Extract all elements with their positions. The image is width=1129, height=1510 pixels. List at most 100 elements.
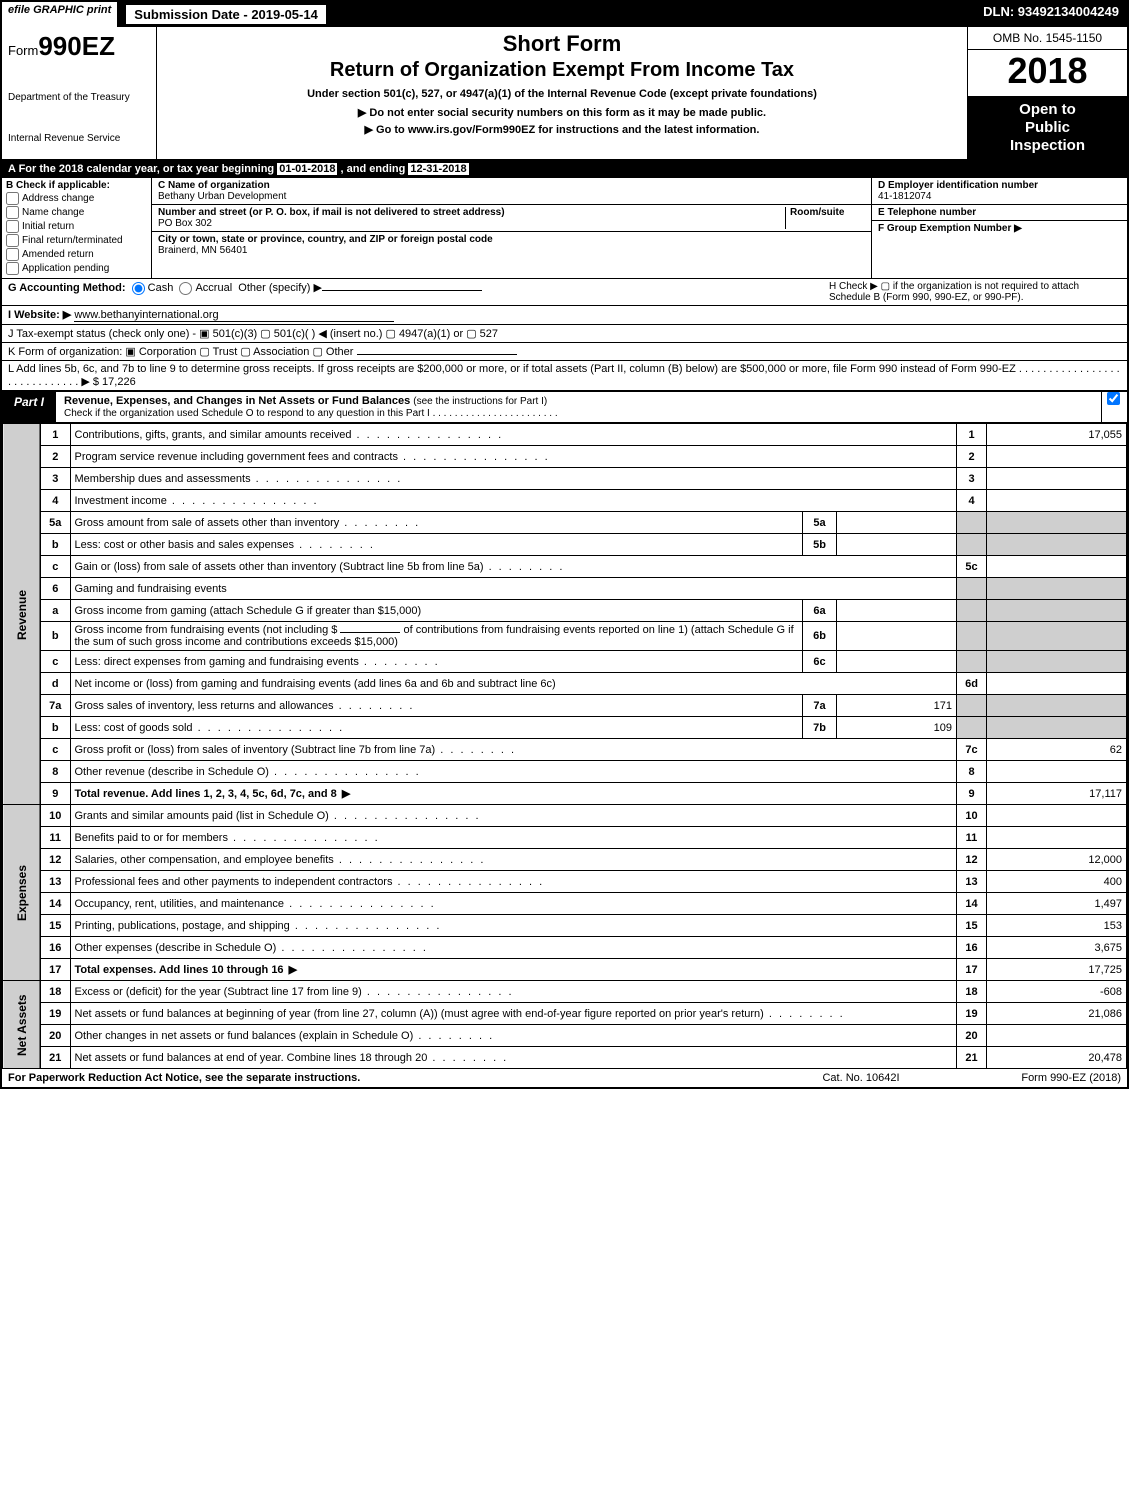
l11-desc: Benefits paid to or for members [70, 827, 957, 849]
chk-name-change[interactable]: Name change [6, 206, 147, 219]
l-text: L Add lines 5b, 6c, and 7b to line 9 to … [8, 363, 1120, 388]
k-other-blank[interactable] [357, 354, 517, 355]
l17-desc: Total expenses. Add lines 10 through 16 [70, 959, 957, 981]
col-b-checkboxes: B Check if applicable: Address change Na… [2, 178, 152, 278]
part-i-paren: (see the instructions for Part I) [413, 396, 547, 407]
l3-num: 3 [40, 468, 70, 490]
l19-val: 21,086 [987, 1003, 1127, 1025]
l11-val [987, 827, 1127, 849]
tax-year-end: 12-31-2018 [408, 163, 468, 175]
l6d-rnum: 6d [957, 673, 987, 695]
org-city: Brainerd, MN 56401 [158, 245, 865, 256]
l4-num: 4 [40, 490, 70, 512]
l6b-blank[interactable] [340, 632, 400, 633]
col-c-org-info: C Name of organization Bethany Urban Dev… [152, 178, 872, 278]
goto-link[interactable]: ▶ Go to www.irs.gov/Form990EZ for instru… [165, 123, 959, 136]
c-name-label: C Name of organization [158, 180, 865, 191]
l12-desc: Salaries, other compensation, and employ… [70, 849, 957, 871]
l11-rnum: 11 [957, 827, 987, 849]
chk-amended-return-label: Amended return [22, 249, 94, 260]
l6-desc: Gaming and fundraising events [70, 578, 957, 600]
l19-rnum: 19 [957, 1003, 987, 1025]
l13-val: 400 [987, 871, 1127, 893]
b-header: B Check if applicable: [6, 180, 147, 191]
l1-val: 17,055 [987, 424, 1127, 446]
row-i-website: I Website: ▶ www.bethanyinternational.or… [2, 306, 1127, 325]
sidelabel-expenses: Expenses [3, 805, 41, 981]
cell-e-phone: E Telephone number [872, 205, 1127, 221]
l13-num: 13 [40, 871, 70, 893]
chk-amended-return[interactable]: Amended return [6, 248, 147, 261]
l7b-num: b [40, 717, 70, 739]
top-bar: efile GRAPHIC print Submission Date - 20… [2, 2, 1127, 27]
l15-num: 15 [40, 915, 70, 937]
l5b-subval [837, 534, 957, 556]
org-name: Bethany Urban Development [158, 191, 865, 202]
cell-d-ein: D Employer identification number 41-1812… [872, 178, 1127, 205]
chk-final-return[interactable]: Final return/terminated [6, 234, 147, 247]
l6-rshade [957, 578, 987, 600]
chk-application-pending-label: Application pending [22, 263, 109, 274]
row-l-gross-receipts: L Add lines 5b, 6c, and 7b to line 9 to … [2, 361, 1127, 391]
l11-num: 11 [40, 827, 70, 849]
city-label: City or town, state or province, country… [158, 234, 865, 245]
header-left: Form990EZ Department of the Treasury Int… [2, 27, 157, 159]
radio-accrual[interactable] [179, 282, 192, 295]
l8-desc: Other revenue (describe in Schedule O) [70, 761, 957, 783]
g-other-blank[interactable] [322, 290, 482, 291]
l5b-num: b [40, 534, 70, 556]
l7b-subval: 109 [837, 717, 957, 739]
chk-initial-return[interactable]: Initial return [6, 220, 147, 233]
l10-num: 10 [40, 805, 70, 827]
g-label: G Accounting Method: [8, 282, 126, 294]
l6a-subval [837, 600, 957, 622]
l5b-rshade [957, 534, 987, 556]
l6b-rshade [957, 622, 987, 651]
open-line-2: Public [970, 119, 1125, 137]
row-k-form-org: K Form of organization: ▣ Corporation ▢ … [2, 343, 1127, 361]
l12-num: 12 [40, 849, 70, 871]
row-a-pre: A For the 2018 calendar year, or tax yea… [8, 163, 277, 175]
cell-city: City or town, state or province, country… [152, 232, 871, 258]
l6d-desc: Net income or (loss) from gaming and fun… [70, 673, 957, 695]
website-value[interactable]: www.bethanyinternational.org [74, 309, 394, 322]
e-label: E Telephone number [878, 207, 1121, 218]
k-text: K Form of organization: ▣ Corporation ▢ … [8, 346, 353, 358]
part-i-title: Revenue, Expenses, and Changes in Net As… [64, 395, 410, 407]
h-schedule-b: H Check ▶ ▢ if the organization is not r… [821, 281, 1121, 303]
efile-label: efile GRAPHIC print [2, 2, 119, 27]
l19-num: 19 [40, 1003, 70, 1025]
ssn-note: ▶ Do not enter social security numbers o… [165, 106, 959, 119]
part-i-header: Part I Revenue, Expenses, and Changes in… [2, 391, 1127, 423]
l3-rnum: 3 [957, 468, 987, 490]
chk-application-pending[interactable]: Application pending [6, 262, 147, 275]
l7c-rnum: 7c [957, 739, 987, 761]
l2-num: 2 [40, 446, 70, 468]
l7b-sub: 7b [803, 717, 837, 739]
l12-val: 12,000 [987, 849, 1127, 871]
l5b-desc: Less: cost or other basis and sales expe… [70, 534, 803, 556]
l14-num: 14 [40, 893, 70, 915]
l6b-desc: Gross income from fundraising events (no… [70, 622, 803, 651]
row-g-accounting: G Accounting Method: Cash Accrual Other … [2, 279, 1127, 306]
return-title: Return of Organization Exempt From Incom… [165, 59, 959, 82]
tax-year-begin: 01-01-2018 [277, 163, 337, 175]
part-i-checkbox[interactable] [1101, 392, 1127, 422]
chk-address-change[interactable]: Address change [6, 192, 147, 205]
l6c-sub: 6c [803, 651, 837, 673]
l21-val: 20,478 [987, 1047, 1127, 1069]
row-a-tax-year: A For the 2018 calendar year, or tax yea… [2, 161, 1127, 178]
l3-val [987, 468, 1127, 490]
part-i-title-cell: Revenue, Expenses, and Changes in Net As… [56, 392, 1101, 422]
l6b-num: b [40, 622, 70, 651]
l21-rnum: 21 [957, 1047, 987, 1069]
form-header: Form990EZ Department of the Treasury Int… [2, 27, 1127, 161]
l15-rnum: 15 [957, 915, 987, 937]
l17-num: 17 [40, 959, 70, 981]
g-other: Other (specify) ▶ [238, 282, 322, 294]
radio-cash[interactable] [132, 282, 145, 295]
l7a-desc: Gross sales of inventory, less returns a… [70, 695, 803, 717]
l7c-num: c [40, 739, 70, 761]
l6d-val [987, 673, 1127, 695]
l2-val [987, 446, 1127, 468]
